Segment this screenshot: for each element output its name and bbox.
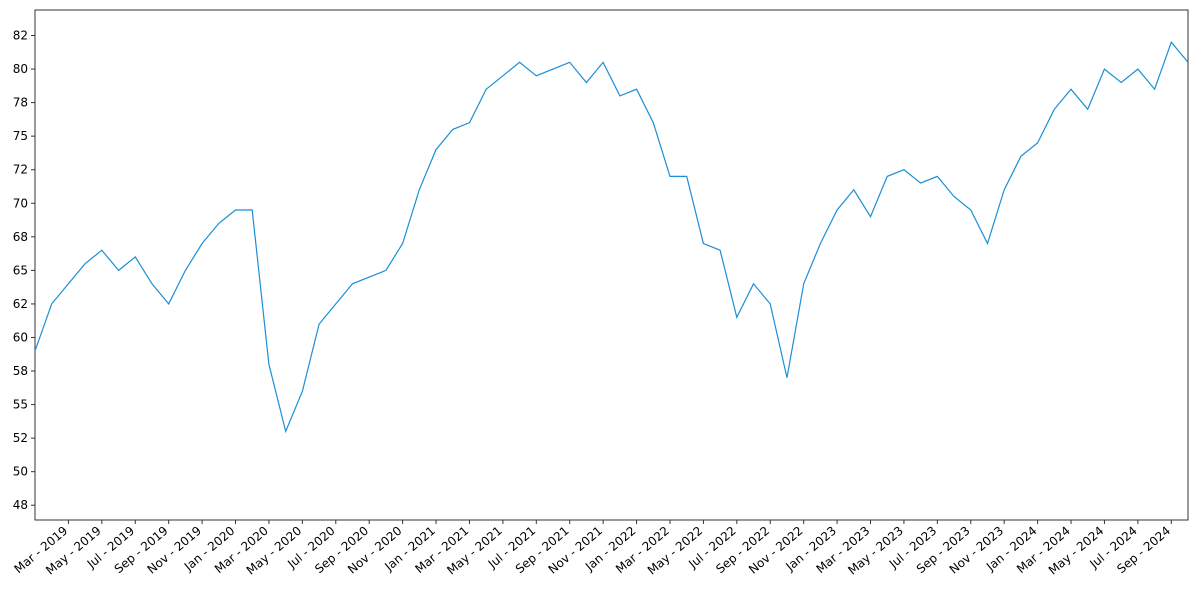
y-tick-label: 60 — [13, 330, 28, 344]
y-tick-label: 72 — [13, 163, 28, 177]
y-tick-label: 58 — [13, 364, 28, 378]
y-tick-label: 62 — [13, 297, 28, 311]
y-tick-label: 70 — [13, 196, 28, 210]
y-tick-label: 55 — [13, 398, 28, 412]
plot-frame — [34, 9, 1189, 521]
y-tick-label: 52 — [13, 431, 28, 445]
y-tick-label: 80 — [13, 62, 28, 76]
y-tick-label: 68 — [13, 230, 28, 244]
y-tick-label: 78 — [13, 96, 28, 110]
y-tick-label: 50 — [13, 465, 28, 479]
y-tick-label: 82 — [13, 29, 28, 43]
y-tick-label: 48 — [13, 498, 28, 512]
y-tick-label: 75 — [13, 129, 28, 143]
series-line — [34, 41, 1189, 434]
y-tick-label: 65 — [13, 263, 28, 277]
